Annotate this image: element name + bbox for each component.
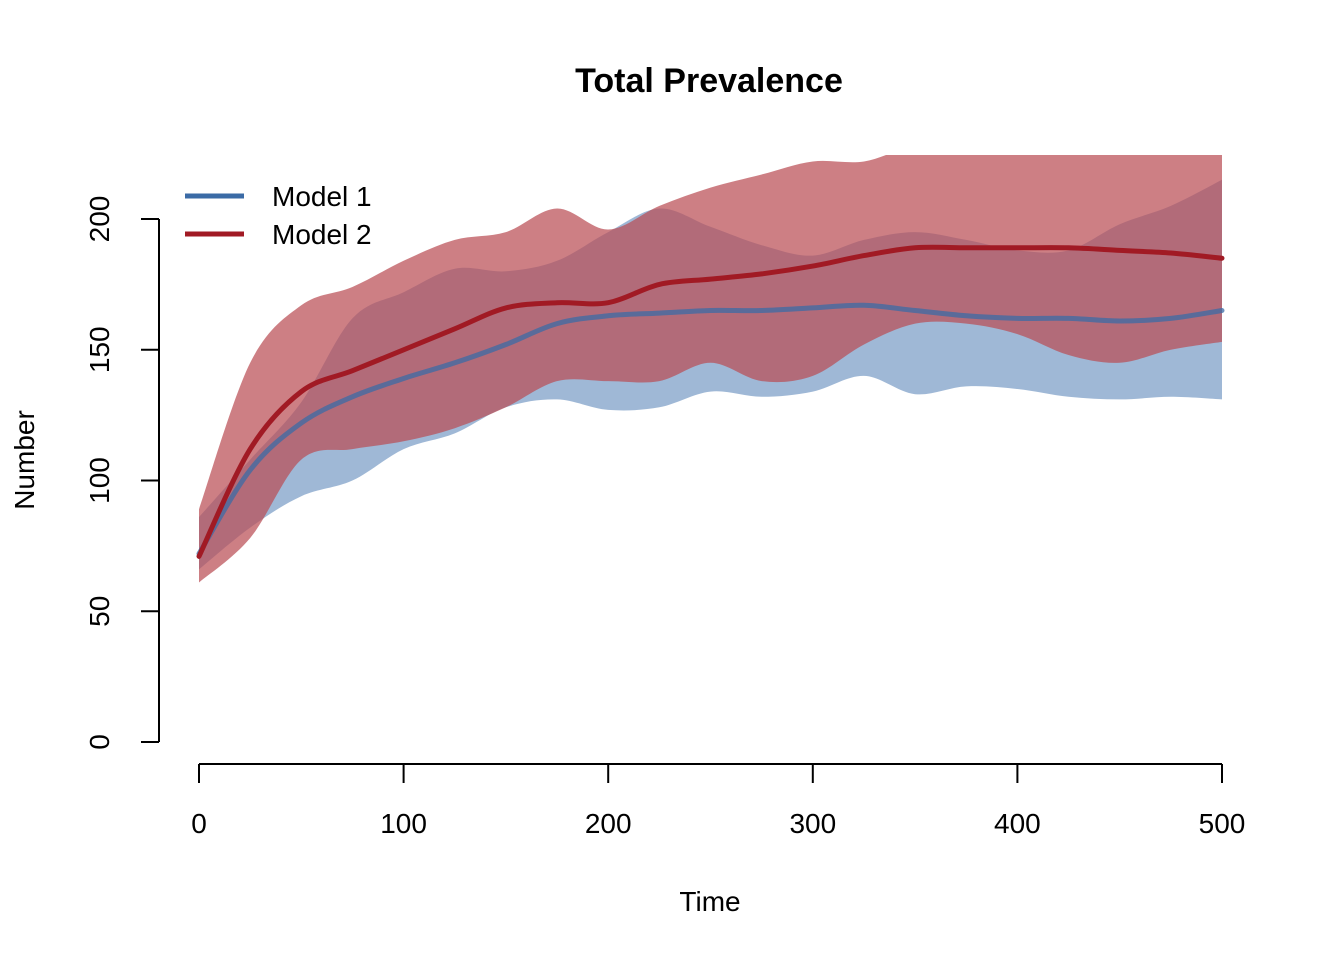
band-series-2 (199, 155, 1222, 583)
x-tick-label: 400 (994, 808, 1041, 839)
x-axis-title: Time (679, 886, 740, 917)
legend-item-1: Model 1 (185, 181, 372, 212)
y-tick-label: 0 (84, 734, 115, 750)
line-series-2 (196, 244, 1225, 559)
y-axis: 0 50 100 150 200 (84, 196, 160, 750)
x-axis: 0 100 200 300 400 500 (191, 763, 1246, 839)
chart-title: Total Prevalence (575, 62, 843, 100)
confidence-bands (199, 155, 1222, 583)
y-tick-label: 50 (84, 596, 115, 627)
x-tick-label: 0 (191, 808, 207, 839)
y-tick-label: 100 (84, 457, 115, 504)
y-tick-label: 200 (84, 196, 115, 243)
x-tick-label: 300 (789, 808, 836, 839)
legend-label: Model 2 (272, 219, 372, 250)
legend-item-2: Model 2 (185, 219, 372, 250)
x-tick-label: 200 (585, 808, 632, 839)
legend-label: Model 1 (272, 181, 372, 212)
y-tick-label: 150 (84, 326, 115, 373)
mean-lines (196, 244, 1225, 559)
line-series-1 (196, 302, 1225, 557)
x-tick-label: 100 (380, 808, 427, 839)
x-tick-label: 500 (1199, 808, 1246, 839)
y-axis-title: Number (9, 410, 40, 510)
legend: Model 1 Model 2 (185, 181, 372, 250)
